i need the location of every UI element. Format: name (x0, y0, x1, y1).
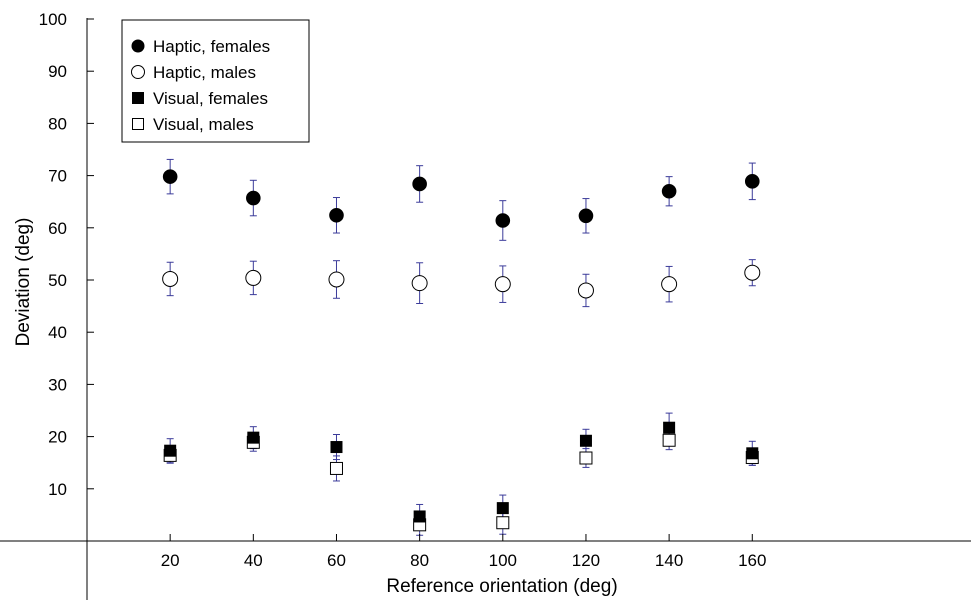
data-point (663, 421, 676, 434)
y-tick-label: 90 (48, 62, 67, 81)
y-tick-label: 60 (48, 219, 67, 238)
data-point (746, 447, 759, 460)
y-tick-label: 20 (48, 428, 67, 447)
data-point (245, 269, 262, 286)
legend-marker (132, 118, 144, 130)
data-point (329, 207, 344, 223)
data-point (246, 190, 261, 206)
data-point (494, 276, 511, 293)
x-tick-label: 160 (738, 551, 766, 570)
data-point (496, 516, 510, 530)
legend-label: Visual, females (153, 89, 268, 108)
data-point (411, 275, 428, 292)
y-tick-label: 10 (48, 480, 67, 499)
legend-label: Haptic, males (153, 63, 256, 82)
data-point (162, 169, 178, 184)
legend: Haptic, females Haptic, males Visual, fema… (121, 19, 310, 143)
y-tick-label: 70 (48, 167, 67, 186)
data-point (578, 208, 594, 224)
legend-box (121, 19, 310, 143)
data-point (661, 183, 677, 199)
y-tick-label: 30 (48, 375, 67, 394)
y-tick-label: 100 (39, 10, 67, 29)
legend-marker (131, 65, 145, 79)
data-point (661, 276, 678, 293)
data-point (328, 271, 345, 288)
data-point (495, 213, 511, 228)
data-point (413, 510, 426, 523)
x-tick-label: 100 (489, 551, 517, 570)
y-axis-title: Deviation (deg) (13, 218, 34, 347)
data-point (247, 431, 260, 444)
error-bars (166, 158, 756, 536)
axes (0, 18, 971, 600)
data-points (162, 169, 761, 532)
x-tick-label: 40 (244, 551, 263, 570)
y-tick-label: 50 (48, 271, 67, 290)
x-tick-label: 20 (161, 551, 180, 570)
data-point (162, 270, 179, 287)
data-point (577, 282, 594, 299)
x-axis-title: Reference orientation (deg) (386, 576, 617, 597)
legend-label: Visual, males (153, 115, 254, 134)
data-point (579, 451, 593, 465)
data-point (330, 441, 343, 454)
data-point (744, 264, 761, 281)
data-point (496, 502, 509, 515)
x-tick-label: 80 (410, 551, 429, 570)
data-point (579, 434, 592, 447)
x-tick-label: 120 (572, 551, 600, 570)
legend-marker (131, 39, 145, 53)
ticks: 10 20 30 40 50 60 70 80 90 100 20 40 60 80 100 120 140 16… (39, 10, 767, 570)
data-point (164, 444, 177, 457)
data-point (662, 433, 676, 447)
data-point (329, 461, 343, 475)
data-point (744, 174, 760, 189)
y-tick-label: 80 (48, 114, 67, 133)
legend-marker (132, 92, 144, 104)
legend-label: Haptic, females (153, 37, 270, 56)
y-tick-label: 40 (48, 323, 67, 342)
x-tick-label: 60 (327, 551, 346, 570)
data-point (412, 176, 427, 192)
x-tick-label: 140 (655, 551, 683, 570)
